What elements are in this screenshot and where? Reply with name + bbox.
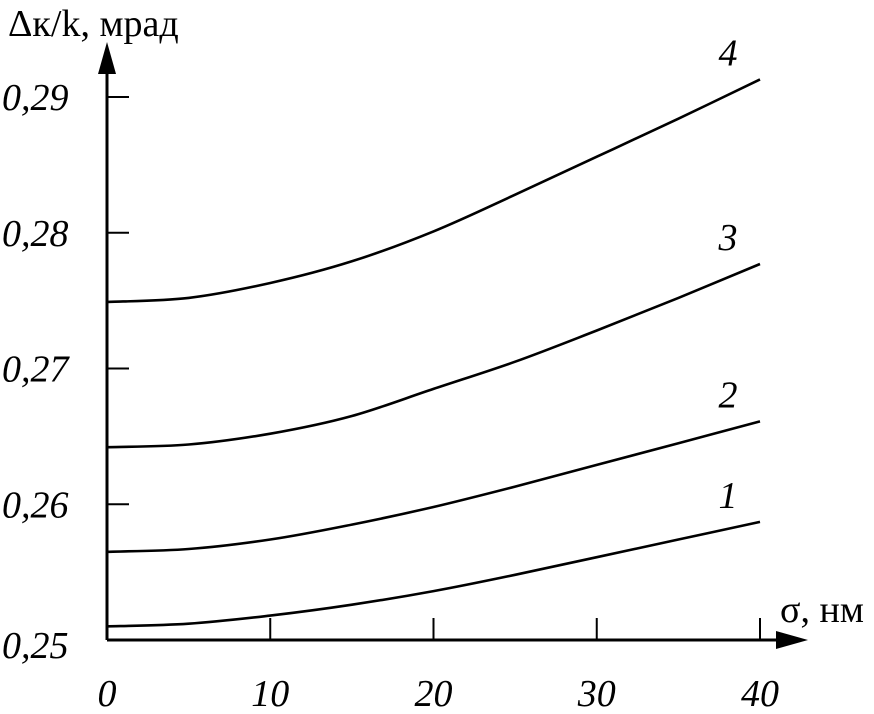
series-3-label: 3 [718,217,738,259]
x-tick-label: 40 [741,673,779,714]
series-1-line [106,520,761,628]
series-2-label: 2 [719,374,738,416]
y-tick-label: 0,27 [2,349,71,391]
y-ticks: 0,25 0,26 0,27 0,28 0,29 [2,77,129,667]
y-tick-label: 0,25 [2,625,69,667]
series-curves [106,78,761,628]
series-4-label: 4 [719,32,738,74]
y-axis-arrow-icon [98,42,116,74]
x-tick-label: 30 [577,673,616,714]
y-tick-label: 0,29 [2,77,69,119]
x-tick-label: 0 [98,673,117,714]
series-3-line [106,262,761,449]
x-ticks: 0 10 20 30 40 [98,618,779,714]
x-tick-label: 10 [251,673,289,714]
series-1-label: 1 [719,475,738,517]
y-tick-label: 0,26 [2,484,69,526]
series-2-line [106,420,761,554]
y-tick-label: 0,28 [2,213,69,255]
x-axis-title: σ, нм [780,589,864,631]
series-4-line [106,78,761,304]
y-axis-title: Δк/k, мрад [8,3,179,45]
x-tick-label: 20 [415,673,453,714]
x-axis-arrow-icon [776,631,808,649]
series-labels: 1 2 3 4 [718,32,738,517]
